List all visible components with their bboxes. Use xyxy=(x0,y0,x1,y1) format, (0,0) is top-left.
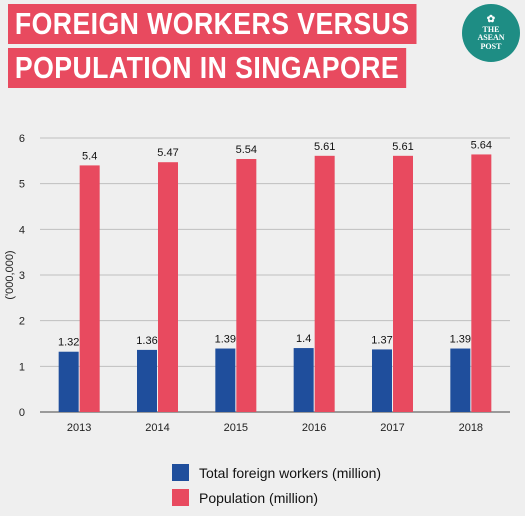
data-label-population: 5.54 xyxy=(236,144,257,156)
data-label-foreign-workers: 1.39 xyxy=(450,334,471,346)
bar-foreign-workers xyxy=(450,348,471,412)
data-label-population: 5.61 xyxy=(392,141,413,153)
data-label-foreign-workers: 1.36 xyxy=(136,335,157,347)
y-tick-label: 5 xyxy=(19,179,25,191)
y-tick-label: 4 xyxy=(19,224,25,236)
logo-mark-icon: ✿ xyxy=(486,13,496,25)
data-label-foreign-workers: 1.39 xyxy=(215,334,236,346)
legend-label-foreign-workers: Total foreign workers (million) xyxy=(199,464,382,481)
data-label-foreign-workers: 1.4 xyxy=(296,333,311,345)
bar-population xyxy=(393,155,413,412)
y-tick-label: 0 xyxy=(19,407,25,419)
bar-foreign-workers xyxy=(215,348,236,412)
chart-title-line-1: Foreign workers versus xyxy=(8,4,417,44)
data-label-population: 5.4 xyxy=(82,150,97,162)
legend-item-population: Population (million) xyxy=(172,485,381,510)
data-label-population: 5.47 xyxy=(157,147,178,159)
x-tick-label: 2014 xyxy=(145,422,169,434)
y-tick-label: 6 xyxy=(19,133,25,145)
bar-population xyxy=(79,165,100,412)
legend-label-population: Population (million) xyxy=(199,489,319,506)
y-tick-label: 3 xyxy=(19,270,25,282)
x-tick-label: 2015 xyxy=(224,422,248,434)
bar-foreign-workers xyxy=(137,349,157,412)
legend-swatch-population xyxy=(172,489,189,506)
data-label-population: 5.64 xyxy=(471,139,492,151)
x-tick-label: 2017 xyxy=(380,422,404,434)
legend-item-foreign-workers: Total foreign workers (million) xyxy=(172,460,381,485)
bar-foreign-workers xyxy=(293,348,314,412)
logo-text-post: POST xyxy=(480,41,502,51)
bar-population xyxy=(314,155,335,412)
y-tick-label: 1 xyxy=(19,361,25,373)
data-label-foreign-workers: 1.37 xyxy=(371,334,392,346)
bar-population xyxy=(158,162,178,412)
bar-population xyxy=(236,159,257,412)
legend: Total foreign workers (million) Populati… xyxy=(172,460,381,510)
y-axis-label: ('000,000) xyxy=(4,250,16,299)
data-label-foreign-workers: 1.32 xyxy=(58,337,79,349)
x-tick-label: 2016 xyxy=(302,422,326,434)
x-tick-label: 2018 xyxy=(459,422,483,434)
legend-swatch-foreign-workers xyxy=(172,464,189,481)
bar-population xyxy=(471,154,492,412)
bar-chart: 0 1 2 3 4 5 6 ('000,000) 2013 1.32 5.4 2014 1.36 5.47… xyxy=(4,133,510,434)
y-tick-label: 2 xyxy=(19,316,25,328)
bar-foreign-workers xyxy=(58,351,79,412)
data-label-population: 5.61 xyxy=(314,141,335,153)
x-tick-label: 2013 xyxy=(67,422,91,434)
the-asean-post-logo: ✿ THE ASEAN POST xyxy=(462,4,520,62)
chart-title-line-2: population in Singapore xyxy=(8,48,406,88)
bar-foreign-workers xyxy=(372,349,392,412)
logo-text-asean: ASEAN xyxy=(477,33,505,43)
logo-text-the: THE xyxy=(482,24,500,34)
